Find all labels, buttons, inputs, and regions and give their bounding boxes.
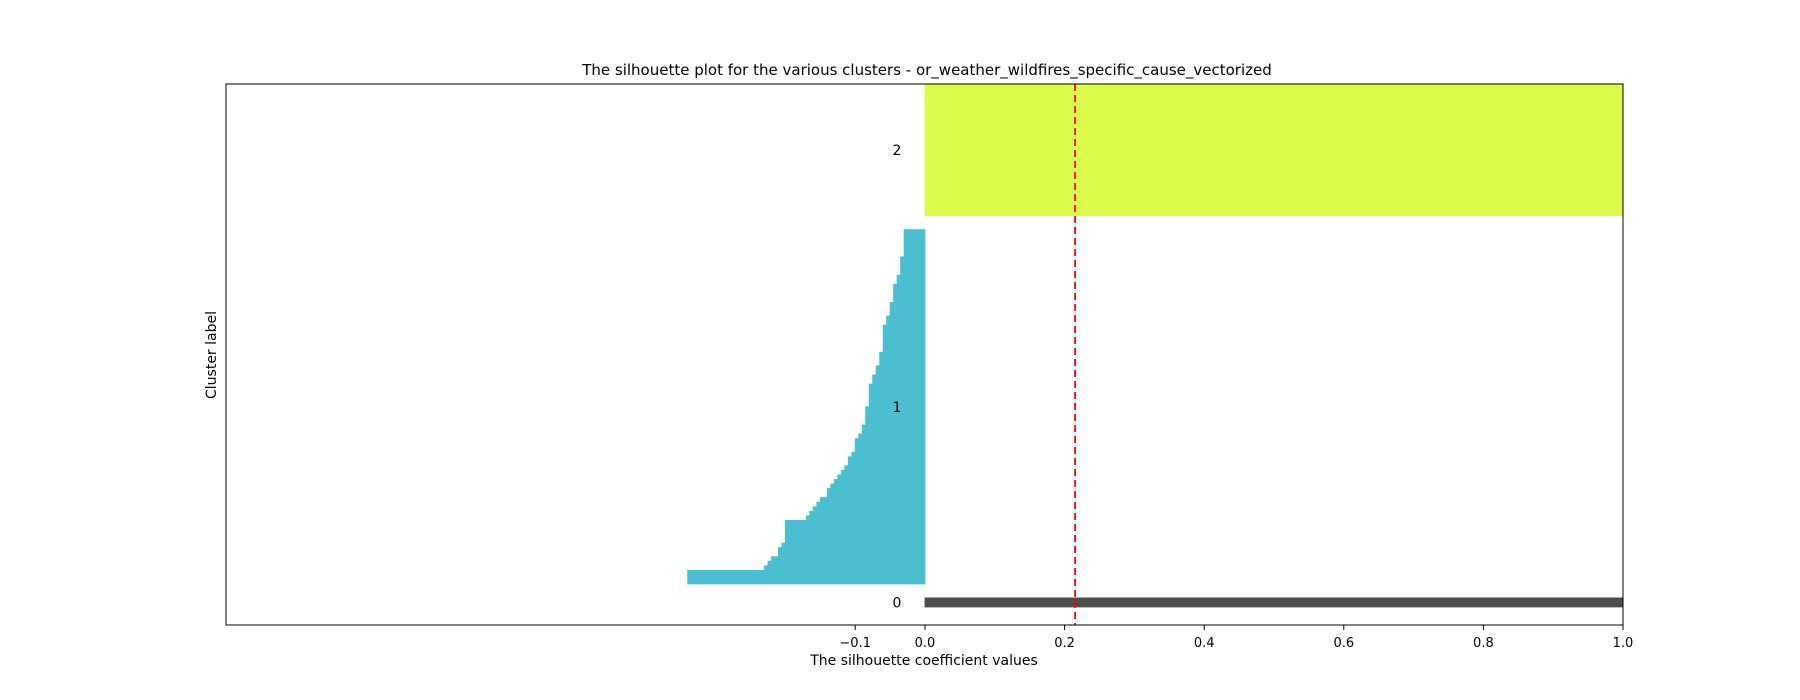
silhouette-cluster-2 bbox=[924, 83, 1624, 217]
x-tick-label: −0.1 bbox=[839, 636, 871, 651]
cluster-label-2: 2 bbox=[893, 143, 902, 159]
x-axis: −0.1 0.0 0.2 0.4 0.6 0.8 1.0 bbox=[839, 625, 1633, 651]
x-tick-label: 0.0 bbox=[915, 636, 936, 651]
silhouette-cluster-1 bbox=[687, 229, 926, 585]
x-axis-label: The silhouette coefficient values bbox=[809, 653, 1038, 669]
chart-title: The silhouette plot for the various clus… bbox=[581, 61, 1272, 80]
x-tick-label: 0.2 bbox=[1054, 636, 1075, 651]
x-tick-label: 0.8 bbox=[1473, 636, 1494, 651]
cluster-label-1: 1 bbox=[893, 400, 902, 416]
x-tick-label: 1.0 bbox=[1613, 636, 1634, 651]
cluster-labels: 0 1 2 bbox=[893, 143, 902, 612]
x-tick-label: 0.6 bbox=[1333, 636, 1354, 651]
silhouette-cluster-0 bbox=[924, 597, 1624, 608]
plot-area bbox=[687, 83, 1624, 625]
x-tick-label: 0.4 bbox=[1194, 636, 1215, 651]
cluster-label-0: 0 bbox=[893, 595, 902, 611]
y-axis-label: Cluster label bbox=[204, 311, 220, 399]
